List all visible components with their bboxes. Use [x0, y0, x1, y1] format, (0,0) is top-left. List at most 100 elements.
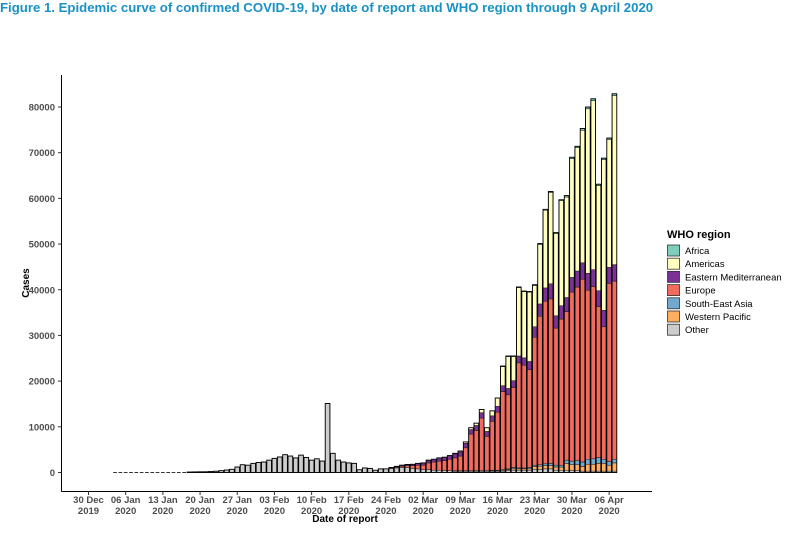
x-tick-label: 16 Mar: [483, 495, 513, 506]
bar-segment: [404, 465, 410, 468]
bar-outline: [611, 93, 618, 473]
bar-outline: [388, 467, 395, 473]
bar-outline: [335, 459, 341, 473]
bar-segment: [261, 461, 267, 473]
bar-segment: [574, 460, 580, 465]
bar-outline: [579, 128, 586, 473]
bar-segment: [558, 466, 564, 471]
bar-segment: [595, 457, 602, 464]
bar-segment: [579, 278, 586, 463]
bar-segment: [558, 305, 564, 320]
bar-outline: [526, 291, 533, 473]
bar-outline: [346, 462, 352, 473]
bar-segment: [255, 462, 262, 473]
bar-outline: [468, 427, 474, 473]
figure-title: Figure 1. Epidemic curve of confirmed CO…: [0, 0, 654, 15]
bar-outline: [409, 463, 416, 473]
bar-segment: [303, 457, 309, 473]
legend-swatch: [667, 244, 680, 257]
bar-segment: [516, 362, 522, 469]
bar-segment: [457, 451, 463, 457]
bar-segment: [516, 287, 522, 357]
bar-segment: [601, 463, 607, 472]
legend-label: Eastern Mediterranean: [685, 272, 782, 283]
bar-outline: [191, 471, 198, 473]
bar-segment: [468, 433, 474, 471]
bar-segment: [510, 387, 517, 468]
bar-segment: [479, 409, 485, 413]
bar-outline: [377, 468, 384, 473]
bar-outline: [563, 195, 570, 473]
x-tick-label: 20 Jan: [185, 495, 215, 506]
bar-outline: [404, 464, 411, 473]
bar-outline: [271, 457, 278, 473]
x-tick-year: 2020: [152, 506, 173, 517]
bar-segment: [441, 456, 448, 461]
bar-segment: [463, 447, 469, 471]
bar-segment: [277, 456, 283, 473]
bar-segment: [542, 210, 548, 289]
bar-segment: [447, 459, 453, 471]
y-tick-label: 40000: [29, 285, 55, 296]
bar-segment: [521, 364, 527, 469]
bar-segment: [425, 462, 432, 471]
bar-outline: [494, 397, 501, 473]
bar-segment: [505, 394, 511, 470]
x-tick-label: 06 Apr: [595, 495, 625, 506]
legend-title: WHO region: [667, 229, 731, 241]
bar-segment: [590, 458, 596, 465]
x-tick-label: 24 Feb: [371, 495, 401, 506]
x-tick-year: 2020: [487, 506, 508, 517]
bar-segment: [234, 466, 240, 473]
bar-segment: [606, 267, 612, 284]
bar-segment: [585, 289, 591, 460]
bar-segment: [553, 327, 559, 466]
bar-segment: [542, 465, 548, 470]
bar-segment: [367, 468, 373, 473]
bar-outline: [340, 461, 347, 473]
bar-segment: [564, 459, 570, 464]
x-tick-year: 2020: [413, 506, 434, 517]
x-tick-year: 2019: [78, 506, 99, 517]
bar-segment: [601, 326, 607, 460]
bar-segment: [314, 458, 320, 473]
bar-outline: [574, 145, 581, 473]
bar-segment: [505, 356, 511, 389]
bar-segment: [569, 158, 575, 278]
bar-outline: [489, 410, 496, 473]
bar-segment: [611, 280, 618, 460]
bar-segment: [526, 291, 533, 362]
bar-outline: [372, 469, 379, 473]
bar-segment: [479, 417, 485, 471]
bar-outline: [287, 455, 294, 473]
bar-outline: [303, 456, 310, 473]
bar-segment: [330, 453, 336, 473]
bar-segment: [601, 159, 607, 311]
bar-segment: [250, 463, 256, 473]
bar-segment: [564, 463, 570, 471]
bar-segment: [287, 455, 293, 473]
bar-segment: [601, 459, 607, 464]
bar-outline: [462, 441, 469, 473]
bar-segment: [532, 337, 538, 466]
bar-outline: [250, 462, 256, 473]
bar-outline: [319, 460, 326, 473]
bar-segment: [479, 412, 485, 419]
bar-segment: [564, 196, 570, 298]
bar-segment: [394, 467, 400, 473]
bar-segment: [436, 457, 442, 462]
bar-outline: [356, 469, 363, 473]
y-axis-ticks: 0 10000 20000 30000 40000 50000 60000 70000 8000…: [29, 103, 62, 479]
bar-segment: [548, 463, 554, 466]
legend-label: Americas: [685, 259, 725, 270]
bar-segment: [590, 100, 596, 270]
bar-segment: [500, 391, 506, 470]
bar-outline: [361, 467, 368, 473]
bar-segment: [558, 318, 564, 466]
bar-outline: [330, 452, 336, 473]
bar-outline: [202, 471, 209, 473]
bar-segment: [452, 453, 458, 459]
bar-outline: [207, 471, 214, 473]
bar-segment: [532, 466, 538, 470]
x-axis-title: Date of report: [312, 514, 378, 525]
